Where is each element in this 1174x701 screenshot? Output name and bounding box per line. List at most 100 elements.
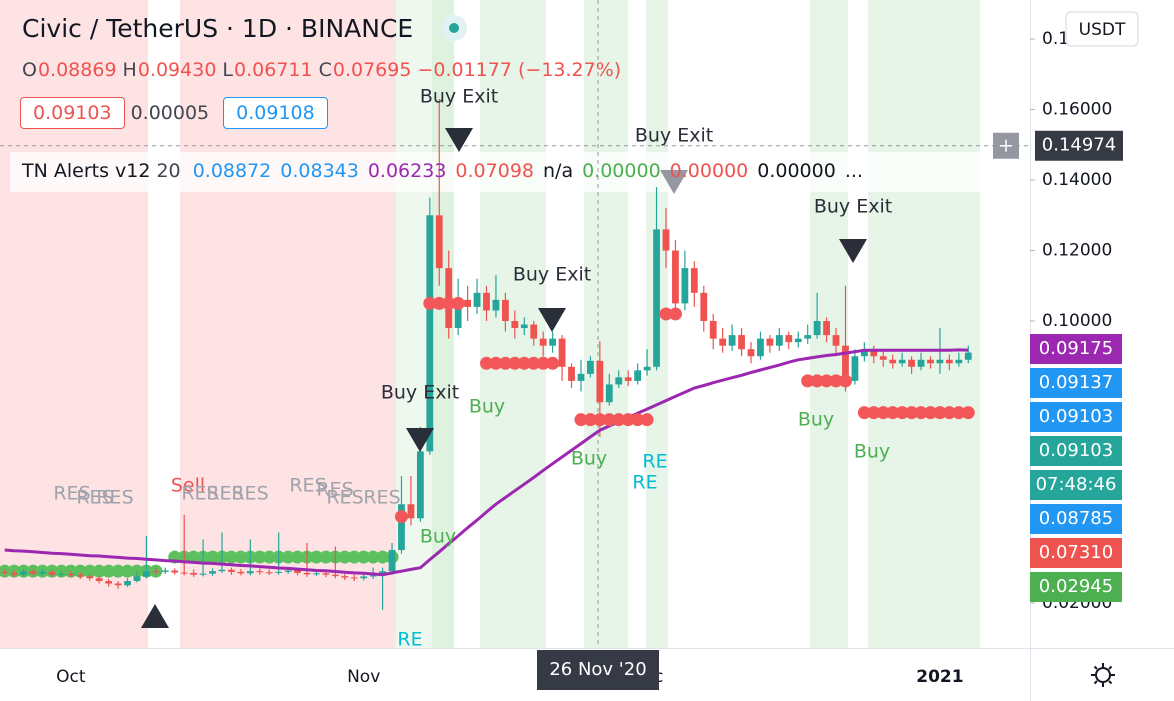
candle-body: [501, 299, 509, 322]
candle-body: [473, 292, 481, 307]
candle-body: [303, 572, 311, 575]
candle-body: [416, 451, 424, 519]
candle-body: [823, 321, 830, 336]
indicator-value: n/a: [543, 160, 574, 182]
signal-dot: [366, 550, 380, 564]
moving-average-line: [4, 348, 969, 577]
candle-body: [728, 335, 736, 346]
indicator-value: 0.08343: [280, 160, 359, 182]
signal-dot: [102, 564, 116, 578]
sell-triangle: [660, 170, 688, 194]
signal-dot: [631, 413, 645, 427]
candle-body: [76, 575, 84, 577]
signal-dot: [0, 564, 12, 578]
signal-dot: [73, 564, 87, 578]
indicator-legend-bg: [10, 152, 1020, 192]
candle-body: [747, 349, 755, 357]
indicator-legend: TN Alerts v12 20 0.08872 0.08343 0.06233 0.0…: [22, 160, 872, 182]
signal-dot: [394, 510, 408, 524]
candle-body: [889, 359, 897, 364]
price-badge-label: 0.09175: [1039, 338, 1113, 359]
signal-label: RES: [53, 483, 90, 505]
buy-price[interactable]: 0.09108: [223, 97, 328, 129]
signal-dot: [914, 406, 928, 420]
currency-button[interactable]: [1065, 11, 1139, 47]
signal-dot: [602, 413, 616, 427]
candle-body: [804, 335, 812, 339]
signal-dot: [224, 550, 238, 564]
candle-body: [511, 321, 519, 329]
price-badge-label: 0.02945: [1039, 576, 1113, 597]
price-badge: [1030, 334, 1122, 364]
signal-dot: [234, 550, 248, 564]
candle-body: [851, 356, 859, 381]
signal-dot: [508, 356, 522, 370]
signal-label: RE: [642, 451, 667, 473]
market-status[interactable]: [441, 15, 468, 41]
candle-body: [681, 268, 689, 304]
candle-body: [435, 215, 443, 269]
candle-body: [624, 377, 632, 381]
signal-dot: [498, 356, 512, 370]
signal-dot: [933, 406, 947, 420]
price-change: −0.01177 (−13.27%): [417, 59, 622, 81]
candle-body: [360, 576, 368, 579]
signal-dot: [829, 374, 843, 388]
settings-icon[interactable]: [1091, 663, 1115, 687]
signal-label: RES: [76, 487, 113, 509]
signal-dot: [309, 550, 323, 564]
signal-label: RES: [96, 487, 133, 509]
candle-body: [558, 338, 566, 367]
candle-body: [124, 581, 131, 586]
indicator-name: TN Alerts v12: [22, 160, 151, 182]
candle-body: [568, 366, 575, 381]
candle-body: [662, 229, 670, 251]
gear-ring[interactable]: [1095, 667, 1111, 683]
candle-body: [945, 359, 953, 364]
price-badge-label: 07:48:46: [1036, 474, 1117, 495]
indicator-value: ...: [844, 160, 863, 182]
signal-dot: [668, 307, 682, 321]
candle-body: [426, 215, 434, 452]
candle-body: [237, 571, 245, 574]
candle-body: [738, 335, 745, 350]
signal-dot: [621, 413, 635, 427]
candle-body: [605, 384, 613, 403]
signal-label: RES: [363, 487, 400, 509]
sell-triangle: [538, 308, 566, 332]
signal-label: Buy Exit: [635, 125, 713, 147]
price-badge: [1030, 368, 1122, 398]
ohlc-value: 0.06711: [234, 59, 313, 81]
price-badge: [1030, 538, 1122, 568]
candle-body: [48, 571, 56, 575]
background-zones: [0, 0, 1020, 648]
sell-triangle: [406, 428, 434, 452]
signal-dot: [593, 413, 607, 427]
signal-dot: [451, 296, 465, 310]
signal-dot: [801, 374, 815, 388]
signal-dot: [546, 356, 560, 370]
candle-body: [105, 581, 113, 584]
currency-label[interactable]: USDT: [1079, 20, 1126, 40]
candle-body: [927, 359, 934, 364]
signal-dot: [923, 406, 937, 420]
candle-body: [520, 324, 528, 329]
candle-body: [719, 338, 727, 346]
signal-label: Buy Exit: [381, 382, 459, 404]
signal-label: RES: [326, 487, 363, 509]
sell-price[interactable]: 0.09103: [20, 97, 125, 129]
signal-label: Buy: [469, 396, 505, 418]
candle-body: [530, 324, 538, 339]
indicator-value: 0.00000: [757, 160, 836, 182]
sell-triangle: [839, 239, 867, 263]
candle-body: [284, 570, 292, 572]
signal-dot: [527, 356, 541, 370]
price-badge-label: 0.09103: [1039, 406, 1113, 427]
indicator-length: 20: [156, 160, 181, 182]
gear-teeth[interactable]: [1091, 663, 1115, 687]
crosshair-price-badge: [1035, 130, 1123, 161]
price-badge-label: 0.07310: [1039, 542, 1113, 563]
indicator-value: 0.07098: [455, 160, 534, 182]
buy-triangle: [141, 604, 169, 628]
candle-body: [369, 575, 377, 577]
